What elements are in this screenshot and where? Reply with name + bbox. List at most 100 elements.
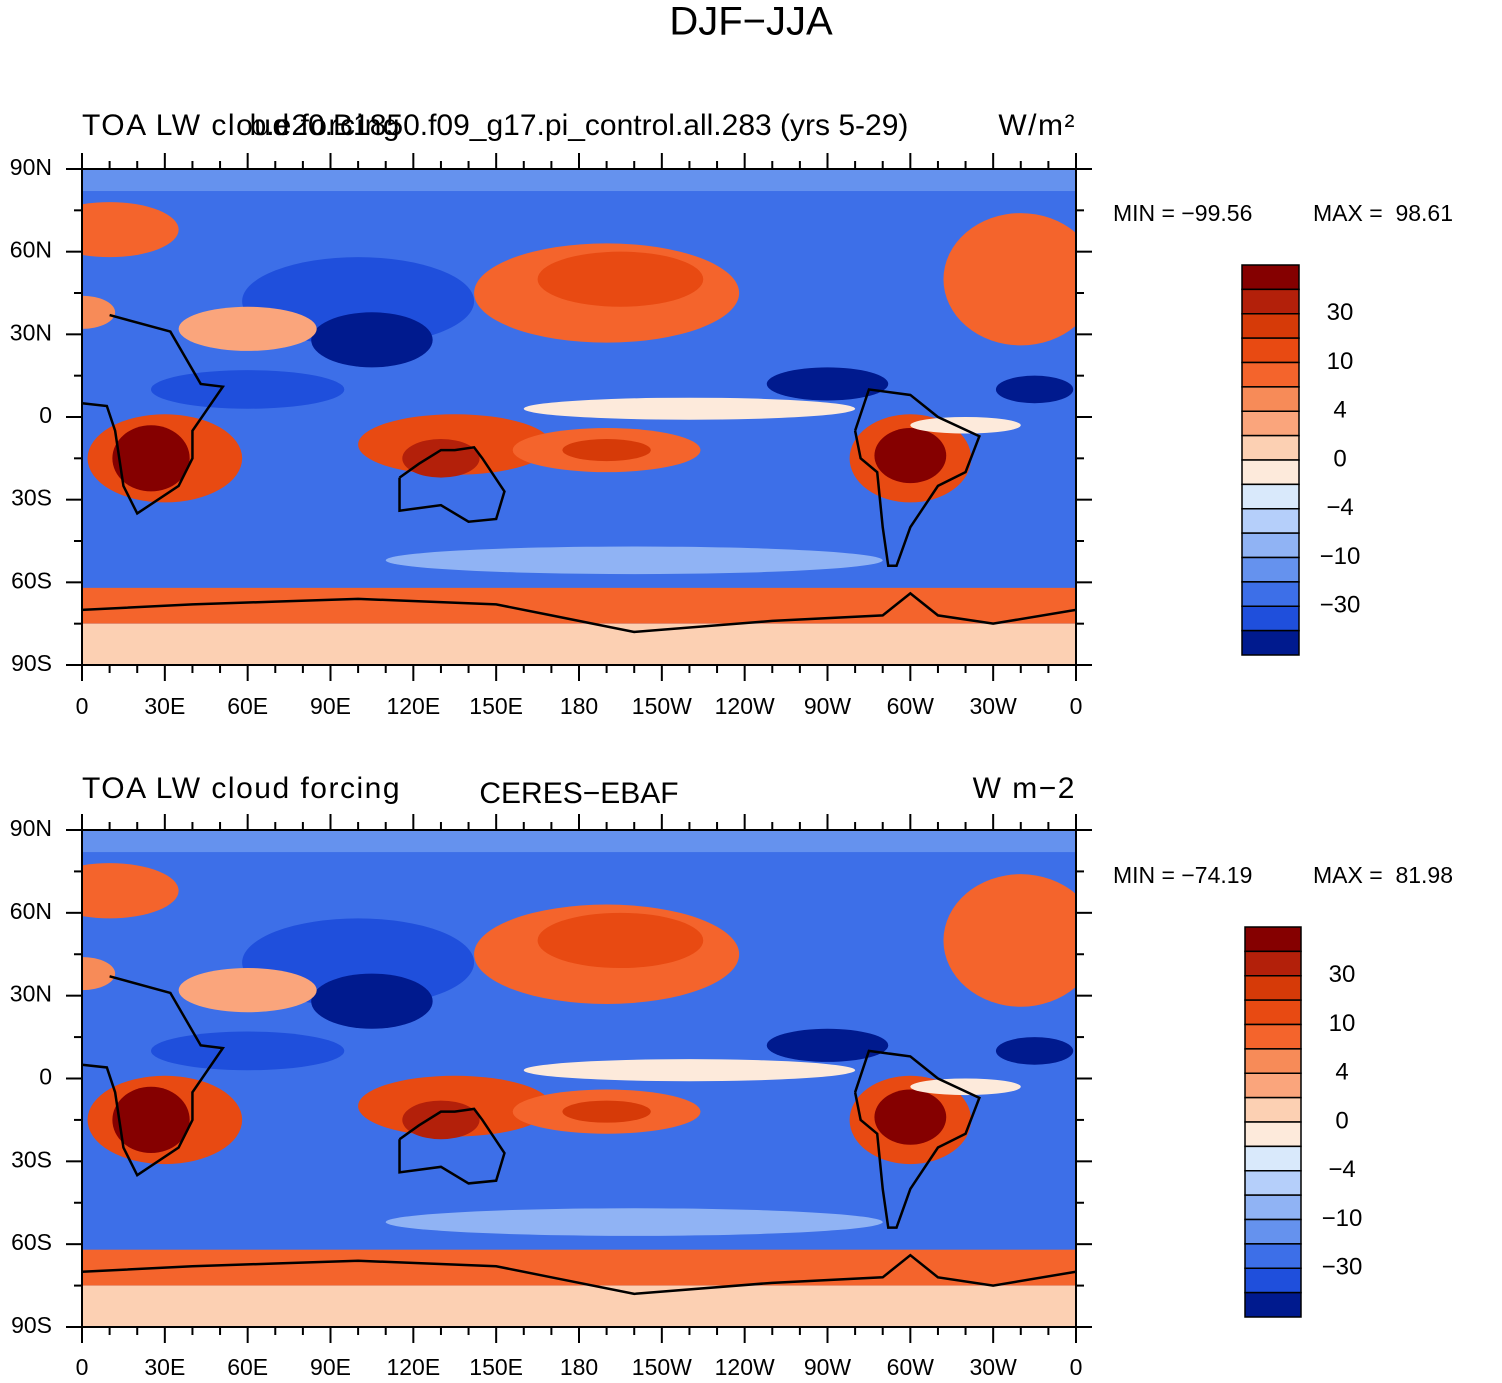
colorbar-label: 10 (1329, 1010, 1356, 1037)
colorbar-box (1241, 434, 1300, 461)
colorbar-box (1244, 1267, 1302, 1294)
field-patch (112, 1086, 190, 1154)
lat-label: 60N (10, 898, 52, 924)
lon-label: 120E (386, 1354, 440, 1380)
field-patch (766, 1028, 889, 1062)
coastline (82, 313, 226, 516)
colorbar-box (1244, 1243, 1302, 1269)
lon-label: 30W (970, 1354, 1018, 1380)
field-band (82, 169, 1076, 192)
lon-label: 120W (715, 1354, 775, 1380)
map-field (82, 169, 1076, 665)
lon-label: 90W (804, 693, 852, 719)
field-patch (151, 370, 345, 409)
colorbar-box (1241, 483, 1300, 510)
lat-label: 30N (10, 319, 52, 345)
lon-label: 30E (144, 693, 185, 719)
colorbar-box (1241, 508, 1300, 534)
field-patch (874, 1089, 947, 1145)
colorbar-label: −30 (1320, 592, 1361, 619)
colorbar-box (1244, 975, 1302, 1001)
field-patch (562, 1100, 651, 1123)
center-title: CERES−EBAF (479, 777, 678, 810)
colorbar-box (1241, 288, 1300, 315)
field-patch (766, 367, 889, 401)
colorbar-box (1241, 629, 1300, 656)
lat-label: 60S (11, 1229, 52, 1255)
colorbar-box (1244, 1096, 1302, 1123)
field-patch (178, 968, 317, 1013)
colorbar-box (1241, 556, 1300, 583)
field-band (82, 623, 1076, 665)
lon-label: 60E (227, 693, 268, 719)
coastline (853, 388, 981, 568)
lon-label: 60W (887, 1354, 935, 1380)
colorbar-box (1241, 361, 1300, 388)
lon-label: 180 (560, 1354, 598, 1380)
colorbar-box (1244, 1121, 1302, 1148)
lon-label: 90E (310, 693, 351, 719)
colorbar-box (1241, 459, 1300, 486)
lon-label: 30E (144, 1354, 185, 1380)
colorbar-label: −10 (1322, 1205, 1363, 1232)
colorbar-box (1244, 1170, 1302, 1196)
colorbar-box (1241, 337, 1300, 364)
coastline (82, 591, 1076, 634)
colorbar-box (1244, 1048, 1302, 1074)
right-title: W/m² (998, 109, 1076, 142)
lat-label: 60N (10, 237, 52, 263)
max-label: MAX = 98.61 (1313, 200, 1453, 226)
colorbar-label: 0 (1335, 1107, 1348, 1134)
colorbar-label: 30 (1327, 299, 1354, 326)
field-patch (82, 863, 179, 919)
lat-label: 90N (10, 815, 52, 841)
field-patch (385, 546, 883, 575)
field-patch (910, 417, 1021, 434)
lon-label: 120W (715, 693, 775, 719)
colorbar-label: 4 (1335, 1059, 1348, 1086)
colorbar-box (1244, 950, 1302, 977)
colorbar-label: 10 (1327, 348, 1354, 375)
lat-label: 30S (11, 485, 52, 511)
coastline (398, 1107, 506, 1185)
field-patch (82, 957, 116, 991)
field-patch (82, 202, 179, 258)
field-patch (402, 439, 480, 478)
colorbar-label: 0 (1333, 445, 1346, 472)
colorbar-box (1244, 1194, 1302, 1221)
coastline (82, 1253, 1076, 1296)
lon-label: 150E (469, 1354, 523, 1380)
field-patch (874, 428, 947, 484)
lon-label: 60E (227, 1354, 268, 1380)
lat-label: 30N (10, 981, 52, 1007)
lon-label: 0 (76, 693, 89, 719)
field-patch (537, 251, 704, 307)
colorbar-box (1241, 605, 1300, 632)
lon-label: 60W (887, 693, 935, 719)
field-band (82, 1285, 1076, 1327)
min-label: MIN = −99.56 (1113, 200, 1252, 226)
colorbar-label: −4 (1326, 494, 1353, 521)
field-patch (151, 1031, 345, 1071)
colorbar-box (1241, 386, 1300, 412)
max-label: MAX = 81.98 (1313, 862, 1453, 888)
colorbar-box (1244, 1145, 1302, 1172)
lat-label: 90N (10, 154, 52, 180)
map-field (82, 830, 1076, 1327)
field-patch (523, 397, 856, 420)
lat-label: 30S (11, 1146, 52, 1172)
colorbar-box (1241, 410, 1300, 437)
field-patch (82, 295, 116, 329)
left-title: TOA LW cloud forcing (82, 772, 401, 805)
field-patch (402, 1100, 480, 1140)
colorbar-label: −10 (1320, 543, 1361, 570)
coastline (853, 1049, 981, 1229)
colorbar-label: −30 (1322, 1254, 1363, 1281)
lat-label: 0 (39, 1064, 52, 1090)
coastline (82, 975, 226, 1177)
lon-label: 120E (386, 693, 440, 719)
lon-label: 150W (632, 693, 692, 719)
colorbar-box (1244, 1291, 1302, 1318)
field-patch (311, 973, 433, 1029)
lat-label: 90S (11, 1312, 52, 1338)
